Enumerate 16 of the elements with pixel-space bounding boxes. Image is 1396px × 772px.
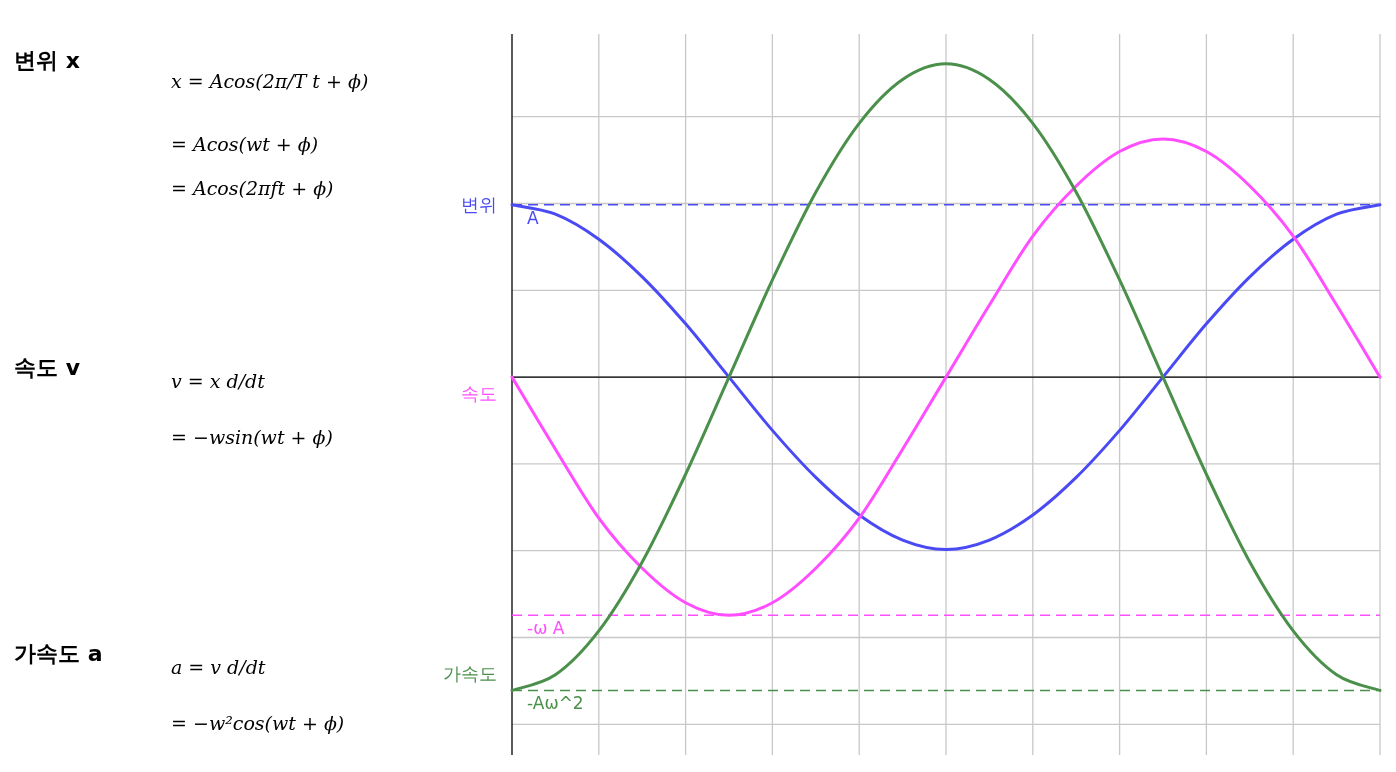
text: 변위 x [14,48,80,73]
text: a = v d/dt [171,656,266,678]
text: 가속도 a [14,641,103,666]
series-label: 변위 [461,193,497,215]
text: = Acos(wt + ϕ) [171,133,319,155]
text: = Acos(2πft + ϕ) [171,177,334,199]
text: = −wsin(wt + ϕ) [171,426,333,448]
text: v = x d/dt [171,370,266,392]
text: = −w²cos(wt + ϕ) [171,712,345,734]
ref-line-label: A [527,207,539,228]
ref-line-label: -ω A [527,618,565,639]
series-label: 속도 [461,383,497,405]
series-label: 가속도 [443,663,497,685]
text: x = Acos(2π/T t + ϕ) [171,70,369,92]
text: 속도 v [14,355,81,380]
ref-line-label: -Aω^2 [527,693,584,714]
